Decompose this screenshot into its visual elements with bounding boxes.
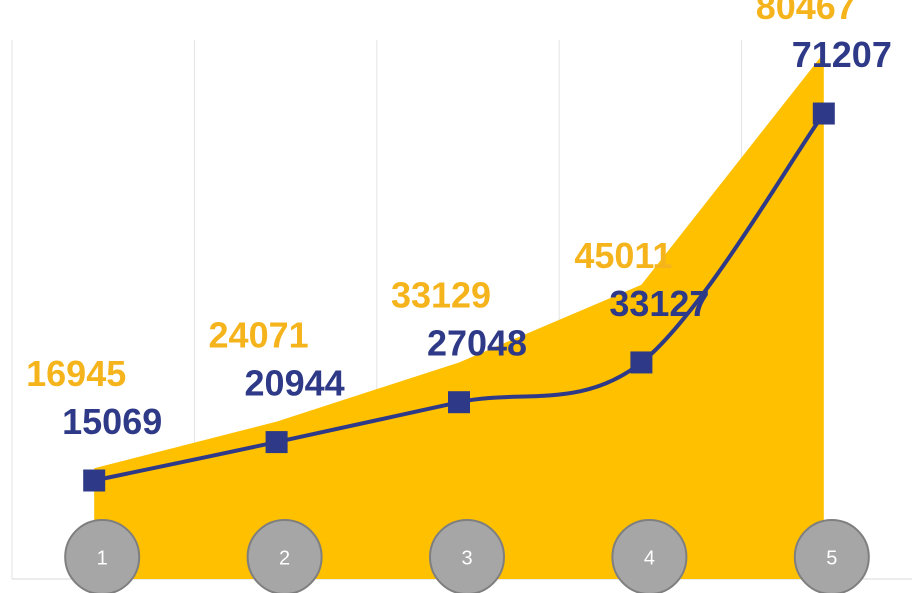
value-label: 33129 [391, 275, 491, 316]
marker [630, 351, 653, 374]
category-badge [64, 519, 141, 593]
value-label: 80467 [756, 0, 856, 27]
marker [448, 391, 470, 414]
area [94, 53, 824, 579]
category-badge [793, 519, 870, 593]
value-label: 15069 [62, 401, 162, 442]
value-label: 16945 [26, 353, 126, 394]
x-tick-label: 2 [279, 547, 290, 569]
line [93, 112, 826, 483]
x-tick-label: 3 [461, 547, 472, 569]
category-badge [611, 519, 688, 593]
marker [265, 431, 288, 454]
x-tick-label: 1 [97, 547, 108, 569]
value-label: 33127 [609, 283, 709, 324]
value-label: 71207 [792, 34, 892, 75]
value-label: 45011 [574, 235, 672, 276]
category-badge [246, 519, 323, 593]
category-badge [429, 519, 505, 593]
marker [83, 469, 106, 492]
value-label: 24071 [209, 315, 309, 356]
x-tick-label: 5 [826, 547, 837, 569]
x-tick-label: 4 [644, 547, 655, 569]
marker [812, 102, 835, 125]
value-label: 27048 [427, 323, 527, 364]
value-label: 20944 [245, 363, 345, 404]
